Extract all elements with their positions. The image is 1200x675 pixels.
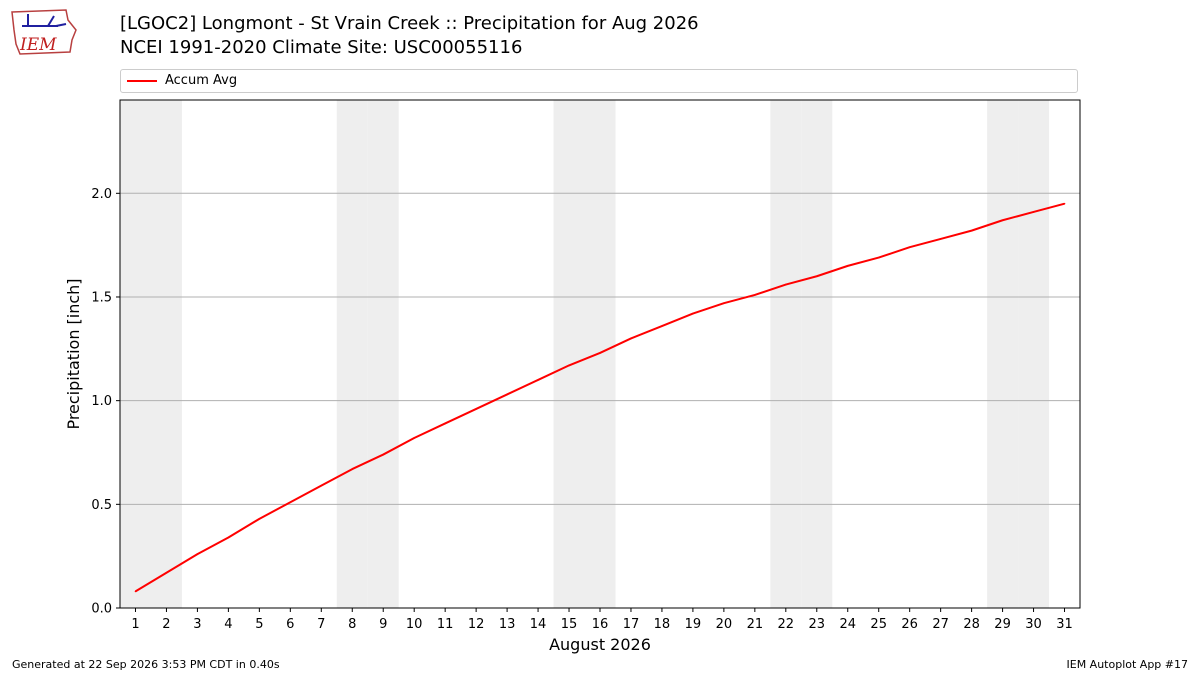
data-point bbox=[413, 437, 415, 439]
data-point bbox=[692, 312, 694, 315]
x-tick-label: 24 bbox=[839, 617, 856, 632]
data-point bbox=[599, 352, 601, 354]
y-tick-label: 1.5 bbox=[91, 290, 112, 305]
legend-swatch-accum-avg bbox=[127, 80, 157, 82]
x-tick-label: 7 bbox=[317, 617, 325, 632]
x-tick-label: 28 bbox=[963, 617, 980, 632]
data-point bbox=[970, 229, 973, 232]
weekend-band bbox=[553, 100, 585, 608]
x-tick-label: 25 bbox=[870, 617, 887, 632]
data-point bbox=[165, 571, 168, 574]
y-axis-label: Precipitation [inch] bbox=[64, 278, 83, 429]
x-tick-label: 17 bbox=[623, 617, 640, 632]
data-point bbox=[444, 422, 446, 425]
x-tick-label: 27 bbox=[932, 617, 949, 632]
data-point bbox=[661, 325, 663, 327]
weekend-band bbox=[801, 100, 833, 608]
data-point bbox=[1001, 219, 1004, 222]
x-tick-label: 1 bbox=[131, 617, 139, 632]
iem-logo-text: IEM bbox=[19, 35, 57, 55]
data-point bbox=[320, 484, 323, 487]
x-tick-label: 6 bbox=[286, 617, 294, 632]
data-point bbox=[1032, 211, 1035, 213]
data-point bbox=[815, 275, 818, 278]
x-tick-label: 12 bbox=[468, 617, 485, 632]
y-tick-label: 2.0 bbox=[91, 187, 112, 202]
plot-frame bbox=[119, 99, 1081, 609]
x-tick-label: 14 bbox=[530, 617, 547, 632]
chart-title: [LGOC2] Longmont - St Vrain Creek :: Pre… bbox=[120, 13, 699, 34]
x-axis-label: August 2026 bbox=[549, 635, 651, 654]
iem-logo-icon: IEM bbox=[11, 9, 77, 55]
legend-label-accum-avg: Accum Avg bbox=[165, 73, 238, 88]
data-point bbox=[908, 246, 911, 249]
x-tick-label: 3 bbox=[193, 617, 201, 632]
data-point bbox=[382, 453, 385, 456]
footer-generated: Generated at 22 Sep 2026 3:53 PM CDT in … bbox=[12, 658, 280, 671]
y-tick-label: 0.0 bbox=[91, 602, 112, 617]
weekend-band bbox=[987, 100, 1019, 608]
data-point bbox=[630, 337, 632, 340]
x-tick-label: 5 bbox=[255, 617, 263, 632]
y-tick-label: 1.0 bbox=[91, 394, 112, 409]
data-point bbox=[134, 590, 137, 593]
x-tick-label: 15 bbox=[561, 617, 578, 632]
x-tick-label: 9 bbox=[379, 617, 387, 632]
data-point bbox=[754, 294, 756, 296]
x-tick-label: 22 bbox=[778, 617, 795, 632]
x-tick-label: 19 bbox=[685, 617, 702, 632]
data-point bbox=[785, 283, 787, 286]
data-point bbox=[877, 256, 880, 259]
chart-subtitle: NCEI 1991-2020 Climate Site: USC00055116 bbox=[120, 37, 523, 58]
footer-app: IEM Autoplot App #17 bbox=[1066, 658, 1189, 671]
x-tick-label: 2 bbox=[162, 617, 170, 632]
x-tick-label: 18 bbox=[654, 617, 671, 632]
weekend-band bbox=[336, 100, 368, 608]
data-point bbox=[723, 302, 725, 305]
x-tick-label: 4 bbox=[224, 617, 232, 632]
x-tick-label: 31 bbox=[1056, 617, 1073, 632]
legend: Accum Avg bbox=[120, 69, 1078, 93]
x-tick-label: 8 bbox=[348, 617, 356, 632]
x-tick-label: 16 bbox=[592, 617, 609, 632]
weekend-band bbox=[120, 100, 151, 608]
y-tick-label: 0.5 bbox=[91, 498, 112, 513]
data-point bbox=[196, 553, 199, 555]
data-point bbox=[939, 238, 942, 240]
x-tick-label: 11 bbox=[437, 617, 454, 632]
data-point bbox=[258, 518, 261, 520]
data-point bbox=[537, 379, 539, 381]
data-point bbox=[846, 265, 849, 267]
weekend-band bbox=[367, 100, 399, 608]
data-point bbox=[289, 501, 292, 504]
x-tick-label: 13 bbox=[499, 617, 516, 632]
x-tick-label: 10 bbox=[406, 617, 423, 632]
data-point bbox=[475, 408, 477, 410]
data-point bbox=[351, 468, 354, 470]
x-tick-label: 30 bbox=[1025, 617, 1042, 632]
weekend-band bbox=[1018, 100, 1050, 608]
data-point bbox=[506, 393, 508, 396]
data-point bbox=[227, 536, 230, 539]
x-tick-label: 23 bbox=[809, 617, 826, 632]
weekend-band bbox=[150, 100, 182, 608]
x-tick-label: 26 bbox=[901, 617, 918, 632]
x-tick-label: 20 bbox=[716, 617, 733, 632]
data-point bbox=[568, 364, 570, 367]
weekend-band bbox=[770, 100, 802, 608]
data-point bbox=[1063, 202, 1066, 205]
x-tick-label: 29 bbox=[994, 617, 1011, 632]
x-tick-label: 21 bbox=[747, 617, 764, 632]
